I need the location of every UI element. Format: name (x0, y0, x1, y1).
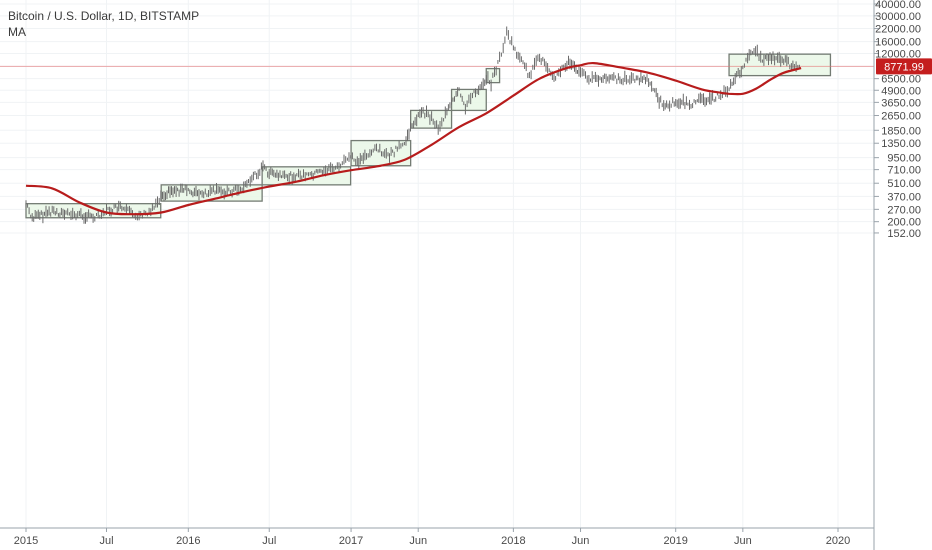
y-tick-label: 1350.00 (881, 138, 921, 150)
y-tick-label: 200.00 (887, 217, 921, 229)
y-tick-label: 152.00 (887, 228, 921, 240)
x-tick-label: 2018 (501, 535, 525, 547)
x-tick-label: 2020 (826, 535, 850, 547)
time-axis[interactable]: 2015 Jul 2016 Jul 2017 Jun 2018 Jun 2019 Jun 2020 (14, 528, 850, 547)
x-tick-label: 2015 (14, 535, 38, 547)
y-tick-label: 3650.00 (881, 97, 921, 109)
y-tick-label: 950.00 (887, 153, 921, 165)
price-axis[interactable]: 40000.0030000.0022000.0016000.0012000.00… (874, 0, 921, 240)
y-tick-label: 510.00 (887, 178, 921, 190)
x-tick-label: 2019 (663, 535, 687, 547)
y-tick-label: 270.00 (887, 204, 921, 216)
price-tag-bg (876, 58, 932, 75)
x-tick-label: 2016 (176, 535, 200, 547)
x-tick-label: Jul (99, 535, 113, 547)
y-tick-label: 40000.00 (875, 0, 921, 11)
y-tick-label: 370.00 (887, 191, 921, 203)
x-tick-label: Jun (409, 535, 427, 547)
y-tick-label: 710.00 (887, 165, 921, 177)
y-tick-label: 30000.00 (875, 11, 921, 23)
indicator-label: MA (8, 25, 26, 39)
price-tag: 8771.99 (876, 58, 932, 75)
y-tick-label: 2650.00 (881, 111, 921, 123)
y-tick-label: 16000.00 (875, 37, 921, 49)
y-tick-label: 4900.00 (881, 85, 921, 97)
y-tick-label: 12000.00 (875, 48, 921, 60)
x-tick-label: 2017 (339, 535, 363, 547)
y-tick-label: 22000.00 (875, 24, 921, 36)
y-tick-label: 1850.00 (881, 125, 921, 137)
x-tick-label: Jul (262, 535, 276, 547)
x-tick-label: Jun (572, 535, 590, 547)
y-tick-label: 6500.00 (881, 74, 921, 86)
price-series (25, 26, 800, 224)
price-tag-label: 8771.99 (884, 61, 924, 73)
grid-lines (0, 0, 874, 528)
x-tick-label: Jun (734, 535, 752, 547)
ma-line (25, 61, 802, 216)
chart-title: Bitcoin / U.S. Dollar, 1D, BITSTAMP (8, 9, 199, 23)
